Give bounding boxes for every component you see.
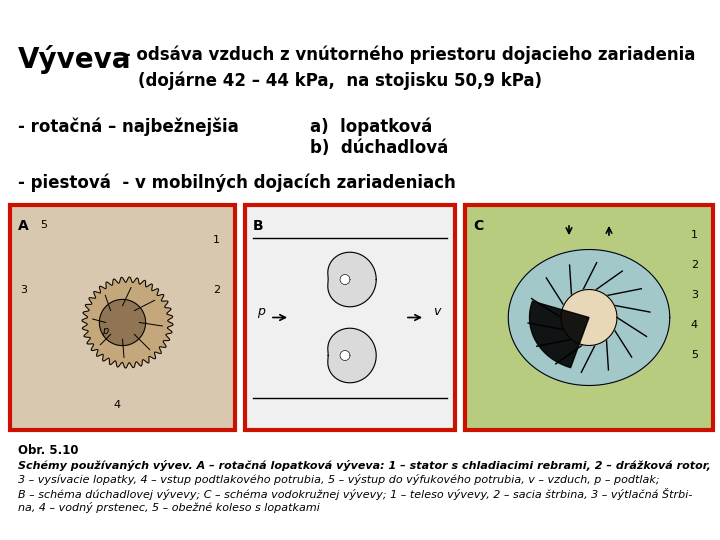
Polygon shape bbox=[508, 249, 670, 386]
Polygon shape bbox=[340, 350, 350, 361]
Bar bbox=[465, 205, 713, 430]
Polygon shape bbox=[340, 274, 350, 285]
Text: 4: 4 bbox=[691, 320, 698, 330]
Text: A: A bbox=[18, 219, 29, 233]
Text: 3 – vysívacie lopatky, 4 – vstup podtlakového potrubia, 5 – výstup do výfukového: 3 – vysívacie lopatky, 4 – vstup podtlak… bbox=[18, 474, 660, 485]
Text: 3: 3 bbox=[20, 285, 27, 295]
Text: 3: 3 bbox=[691, 290, 698, 300]
Bar bbox=[10, 205, 235, 430]
Text: na, 4 – vodný prstenec, 5 – obežné koleso s lopatkami: na, 4 – vodný prstenec, 5 – obežné koles… bbox=[18, 502, 320, 513]
Text: 2: 2 bbox=[691, 260, 698, 270]
Text: p: p bbox=[257, 305, 265, 318]
Bar bbox=[467, 206, 711, 429]
Text: a)  lopatková: a) lopatková bbox=[310, 117, 432, 136]
Text: 4: 4 bbox=[114, 400, 121, 410]
Text: C: C bbox=[473, 219, 483, 233]
Text: - rotačná – najbežnejšia: - rotačná – najbežnejšia bbox=[18, 117, 239, 136]
Text: (dojárne 42 – 44 kPa,  na stojisku 50,9 kPa): (dojárne 42 – 44 kPa, na stojisku 50,9 k… bbox=[138, 71, 542, 90]
Text: v: v bbox=[433, 305, 441, 318]
Text: 2: 2 bbox=[213, 285, 220, 295]
Polygon shape bbox=[529, 301, 589, 368]
Polygon shape bbox=[328, 328, 376, 383]
Text: 1: 1 bbox=[691, 230, 698, 240]
Polygon shape bbox=[561, 289, 617, 346]
Text: Výveva: Výveva bbox=[18, 45, 132, 74]
Text: 5: 5 bbox=[40, 220, 47, 230]
Text: B: B bbox=[253, 219, 264, 233]
Text: 5: 5 bbox=[691, 350, 698, 360]
Text: - piestová  - v mobilných dojacích zariadeniach: - piestová - v mobilných dojacích zariad… bbox=[18, 173, 456, 192]
Polygon shape bbox=[82, 277, 173, 368]
Text: Schémy používaných vývev. A – rotačná lopatková výveva: 1 – stator s chladiacimi: Schémy používaných vývev. A – rotačná lo… bbox=[18, 460, 711, 471]
Text: p: p bbox=[102, 326, 109, 335]
Text: b)  dúchadlová: b) dúchadlová bbox=[310, 139, 449, 157]
Text: 1: 1 bbox=[213, 235, 220, 245]
Bar bbox=[12, 206, 233, 429]
Bar bbox=[246, 206, 454, 429]
Text: Obr. 5.10: Obr. 5.10 bbox=[18, 444, 78, 457]
Bar bbox=[245, 205, 455, 430]
Text: B – schéma dúchadlovej vývevy; C – schéma vodokružnej vývevy; 1 – teleso vývevy,: B – schéma dúchadlovej vývevy; C – schém… bbox=[18, 488, 693, 500]
Text: - odsáva vzduch z vnútorného priestoru dojacieho zariadenia: - odsáva vzduch z vnútorného priestoru d… bbox=[118, 45, 696, 64]
Polygon shape bbox=[99, 299, 145, 346]
Polygon shape bbox=[328, 252, 376, 307]
